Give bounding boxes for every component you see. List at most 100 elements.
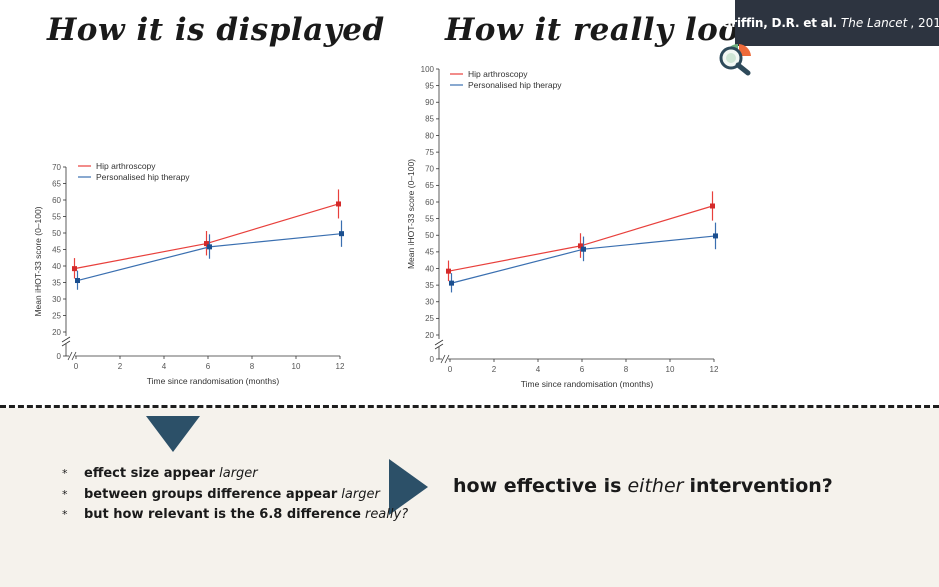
y-tick-label: 70 — [425, 165, 434, 174]
magnifier-chart-icon — [719, 43, 751, 76]
title-how-displayed: How it is displayed — [47, 12, 385, 48]
dashed-divider — [0, 405, 939, 408]
bullet-item: * effect size appear larger — [62, 466, 408, 487]
data-point — [336, 201, 341, 207]
x-tick-label: 10 — [292, 362, 301, 371]
data-point — [339, 231, 344, 237]
y-tick-label: 30 — [52, 295, 61, 304]
data-point — [710, 203, 715, 209]
citation-authors: Griffin, D.R. et al. — [721, 16, 837, 30]
y-tick-label: 50 — [52, 229, 61, 238]
bullet-star-icon: * — [62, 467, 68, 480]
x-tick-label: 6 — [580, 365, 585, 374]
axis-break-mark — [61, 336, 71, 343]
y-tick-label: 40 — [52, 262, 61, 271]
y-tick-label: 55 — [425, 214, 434, 223]
y-axis-title: Mean iHOT-33 score (0–100) — [406, 159, 416, 269]
bullet-text: between groups difference appear — [84, 486, 338, 502]
question-emphasis: either — [627, 475, 684, 497]
data-point — [75, 278, 80, 284]
title-how-really-looks: How it really looks — [445, 12, 780, 48]
chart-real-scale: 0 20 25 30 35 40 45 50 55 60 65 70 75 80 85 90 95 100 0 2 4 6… — [406, 65, 719, 389]
y-tick-label: 55 — [52, 212, 61, 221]
legend-label: Personalised hip therapy — [468, 80, 562, 90]
bullet-item: * but how relevant is the 6.8 difference r… — [62, 507, 408, 528]
y-axis-title: Mean iHOT-33 score (0–100) — [33, 206, 43, 316]
y-tick-label: 35 — [52, 278, 61, 287]
data-point — [713, 233, 718, 239]
axis-break-mark — [61, 340, 71, 347]
bullet-list: * effect size appear larger * between group… — [62, 466, 408, 528]
citation-journal: The Lancet — [840, 16, 908, 30]
y-tick-label: 90 — [425, 98, 434, 107]
y-tick-label: 35 — [425, 281, 434, 290]
x-tick-label: 6 — [206, 362, 211, 371]
legend-label: Hip arthroscopy — [96, 161, 156, 171]
y-tick-label: 50 — [425, 231, 434, 240]
legend-label: Personalised hip therapy — [96, 172, 190, 182]
x-tick-label: 2 — [492, 365, 497, 374]
x-tick-label: 4 — [536, 365, 541, 374]
axis-break-mark — [434, 343, 444, 350]
bullet-item: * between groups difference appear larger — [62, 487, 408, 508]
y-tick-label: 85 — [425, 115, 434, 124]
y-tick-label: 60 — [425, 198, 434, 207]
chart-displayed: 0 20 25 30 35 40 45 50 55 60 65 70 0 2 4 6 8 10 12 Time sin… — [33, 161, 345, 386]
y-tick-label: 25 — [425, 314, 434, 323]
y-tick-label: 70 — [52, 163, 61, 172]
data-point — [204, 241, 209, 247]
bullet-star-icon: * — [62, 508, 68, 521]
citation-badge: Griffin, D.R. et al. The Lancet , 2018. — [722, 0, 939, 46]
y-tick-label: 25 — [52, 311, 61, 320]
x-axis-title: Time since randomisation (months) — [147, 376, 280, 386]
x-tick-label: 2 — [118, 362, 123, 371]
y-tick-label: 100 — [421, 65, 435, 74]
y-tick-label: 20 — [52, 328, 61, 337]
axis-break-mark — [67, 351, 73, 361]
y-tick-label: 80 — [425, 131, 434, 140]
down-arrow-icon — [146, 416, 200, 452]
citation-year: , 2018. — [910, 16, 939, 30]
x-tick-label: 10 — [666, 365, 675, 374]
x-tick-label: 0 — [74, 362, 79, 371]
y-tick-label: 30 — [425, 298, 434, 307]
data-point — [581, 246, 586, 252]
y-tick-label: 65 — [52, 179, 61, 188]
question-text-start: how effective is — [453, 475, 622, 497]
x-tick-label: 8 — [624, 365, 629, 374]
question-text-end: intervention? — [689, 475, 833, 497]
bullet-text: effect size appear — [84, 466, 216, 481]
axis-break-mark — [71, 351, 77, 361]
bullet-emphasis: larger — [341, 486, 380, 502]
y-tick-label: 65 — [425, 181, 434, 190]
axis-break-mark — [434, 339, 444, 346]
x-tick-label: 12 — [710, 365, 719, 374]
y-tick-label: 95 — [425, 81, 434, 90]
bullet-text: but how relevant is the 6.8 difference — [84, 507, 361, 522]
data-point — [446, 268, 451, 274]
right-arrow-icon — [389, 459, 428, 515]
x-tick-label: 12 — [336, 362, 345, 371]
y-tick-label: 45 — [425, 248, 434, 257]
y-tick-label: 0 — [430, 355, 435, 364]
data-point — [449, 280, 454, 286]
axis-break-mark — [444, 354, 450, 364]
y-tick-label: 0 — [57, 352, 62, 361]
bullet-emphasis: really? — [364, 507, 409, 522]
y-tick-label: 20 — [425, 331, 434, 340]
y-tick-label: 75 — [425, 148, 434, 157]
x-tick-label: 4 — [162, 362, 167, 371]
bullet-emphasis: larger — [219, 466, 258, 481]
x-axis-title: Time since randomisation (months) — [521, 379, 654, 389]
bullet-star-icon: * — [62, 487, 68, 501]
data-point — [72, 266, 77, 272]
x-tick-label: 8 — [250, 362, 255, 371]
data-point — [207, 244, 212, 250]
y-tick-label: 40 — [425, 264, 434, 273]
legend-label: Hip arthroscopy — [468, 69, 528, 79]
key-question: how effective is either intervention? — [453, 475, 833, 497]
y-tick-label: 45 — [52, 245, 61, 254]
data-point — [578, 243, 583, 249]
y-tick-label: 60 — [52, 196, 61, 205]
axis-break-mark — [440, 354, 446, 364]
